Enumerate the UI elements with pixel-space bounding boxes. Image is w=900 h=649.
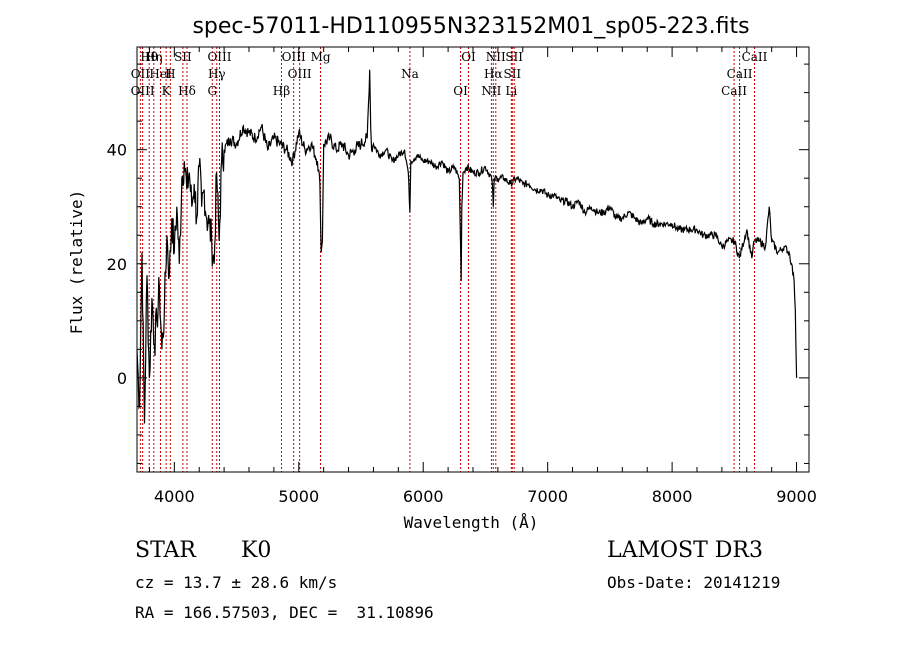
survey-name: LAMOST DR3: [607, 538, 763, 563]
line-label-SII: SII: [505, 50, 523, 64]
x-tick-label: 9000: [776, 487, 817, 506]
y-tick-label: 0: [117, 369, 127, 388]
x-axis-label: Wavelength (Å): [404, 513, 539, 532]
line-label-NII: NII: [486, 50, 506, 64]
spectral-line-markers: [139, 47, 755, 472]
line-label-CaII: CaII: [727, 67, 753, 81]
line-label-Na: Na: [401, 67, 419, 81]
y-tick-label: 40: [107, 141, 127, 160]
observation-date: Obs-Date: 20141219: [607, 573, 781, 592]
axis-ticks: 4000 5000 6000 7000 8000 9000 0 20 40: [107, 47, 817, 506]
y-tick-label: 20: [107, 255, 127, 274]
object-class: STAR: [135, 538, 196, 563]
line-label-Hδ: Hδ: [178, 84, 196, 98]
line-label-SII: SII: [503, 67, 521, 81]
line-label-H: H: [165, 67, 175, 81]
spectral-line-labels: Hθ OII OIII Hη HeI K SII HHδ OIII Hγ G OIII OIII Hβ Mg…: [131, 50, 768, 98]
redshift-velocity: cz = 13.7 ± 28.6 km/s: [135, 573, 338, 592]
line-label-OIII: OIII: [288, 67, 312, 81]
x-tick-label: 7000: [527, 487, 568, 506]
line-label-Hη: Hη: [145, 50, 163, 64]
line-label-Hβ: Hβ: [273, 84, 290, 98]
line-label-Hθ: Hθ: [140, 50, 158, 64]
line-label-OIII: OIII: [207, 50, 231, 64]
line-label-CaII: CaII: [721, 84, 747, 98]
spectrum-series: [136, 69, 798, 424]
x-tick-label: 8000: [652, 487, 693, 506]
sky-coordinates: RA = 166.57503, DEC = 31.10896: [135, 603, 434, 622]
y-axis-label: Flux (relative): [67, 190, 86, 335]
chart-title: spec-57011-HD110955N323152M01_sp05-223.f…: [192, 14, 749, 39]
line-label-OIII: OIII: [282, 50, 306, 64]
x-tick-label: 5000: [278, 487, 319, 506]
line-label-HeI: HeI: [149, 67, 172, 81]
line-label-SII: SII: [174, 50, 192, 64]
line-label-OI: OI: [453, 84, 468, 98]
plot-frame: [136, 46, 810, 473]
x-tick-label: 4000: [154, 487, 195, 506]
line-label-OI: OI: [461, 50, 476, 64]
line-label-Li: Li: [505, 84, 517, 98]
line-label-Hγ: Hγ: [208, 67, 226, 81]
line-label-Hα: Hα: [484, 67, 503, 81]
line-label-CaII: CaII: [742, 50, 768, 64]
line-label-K: K: [162, 84, 172, 98]
line-label-NII: NII: [481, 84, 501, 98]
line-label-OII: OII: [131, 67, 151, 81]
object-subclass: K0: [241, 538, 272, 563]
line-label-Mg: Mg: [311, 50, 331, 64]
x-tick-label: 6000: [403, 487, 444, 506]
line-label-G: G: [207, 84, 217, 98]
line-label-OIII: OIII: [131, 84, 155, 98]
